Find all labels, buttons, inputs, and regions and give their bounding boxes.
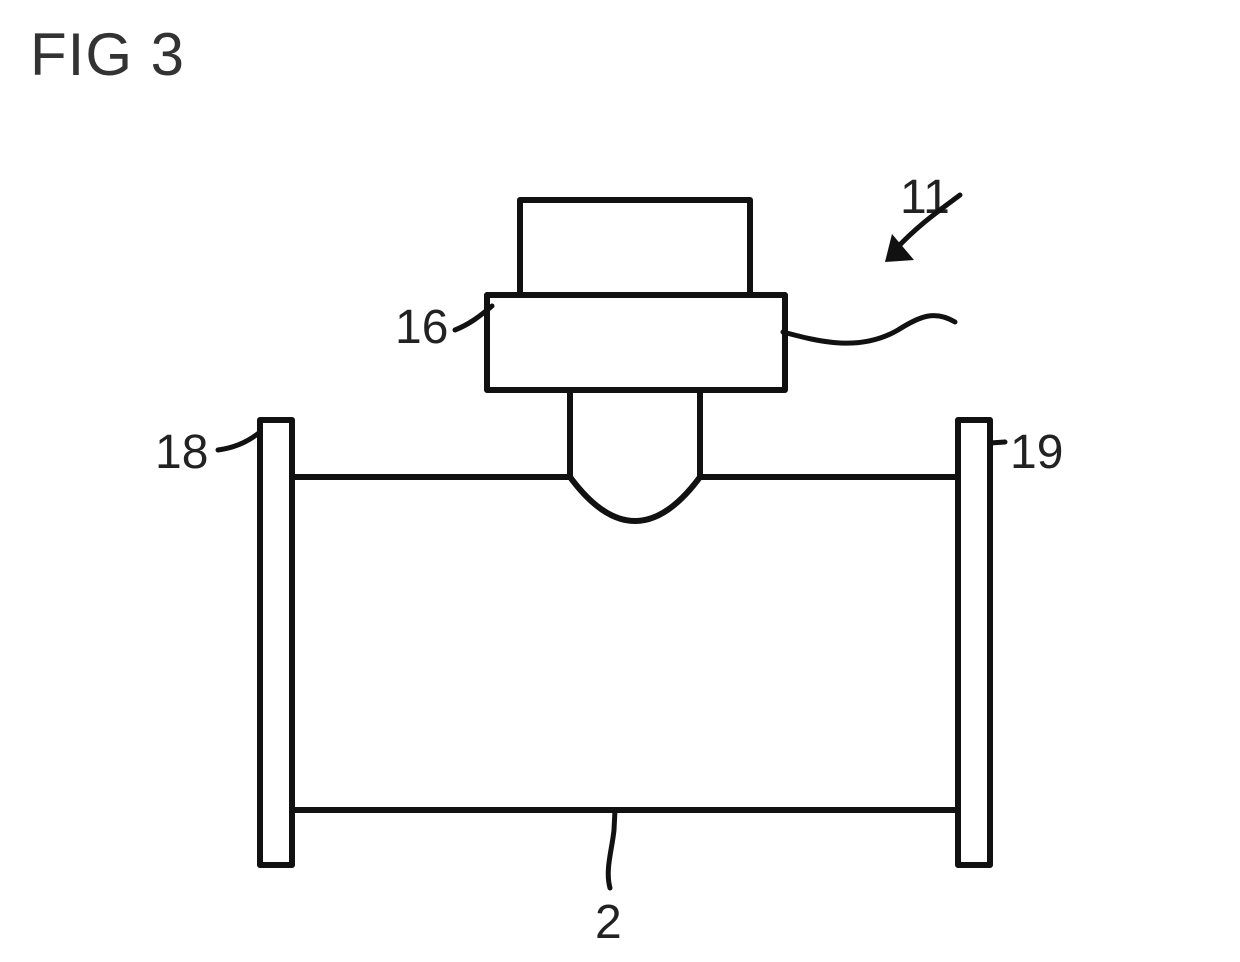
technical-diagram — [0, 0, 1240, 962]
